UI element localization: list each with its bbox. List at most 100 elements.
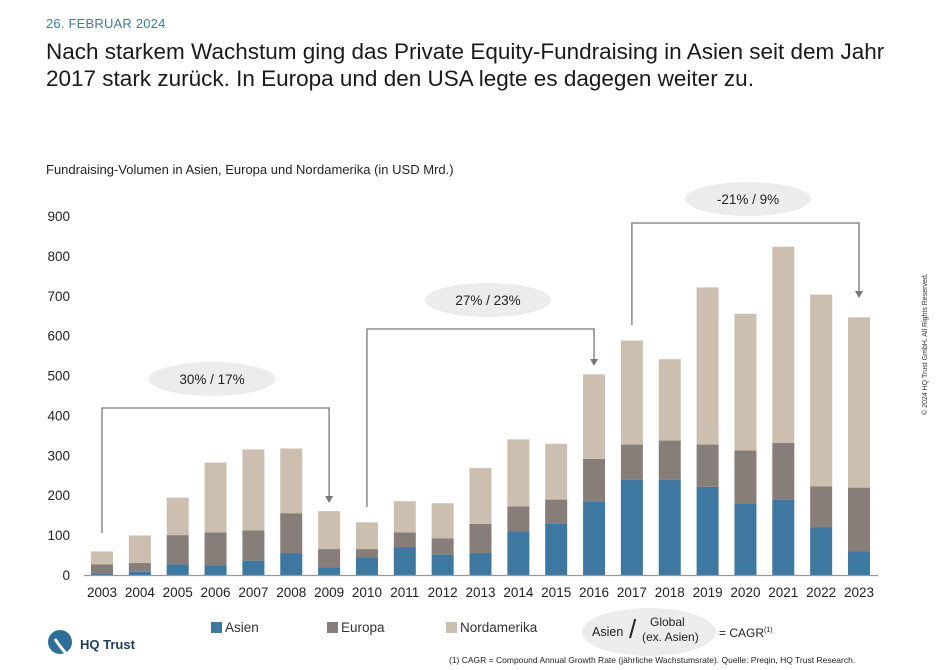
bar-nordamerika-2012 (431, 503, 454, 539)
footnote: (1) CAGR = Compound Annual Growth Rate (… (449, 655, 856, 665)
x-tick-label: 2011 (390, 585, 419, 600)
arrow-down-icon (855, 291, 863, 298)
cagr-bracket (366, 328, 595, 507)
bar-europa-2022 (810, 486, 833, 528)
bar-nordamerika-2005 (166, 497, 189, 536)
arrow-down-icon (590, 359, 599, 366)
bar-nordamerika-2003 (91, 551, 113, 565)
bar-europa-2019 (696, 444, 719, 487)
x-tick-label: 2008 (276, 585, 306, 600)
bar-europa-2015 (545, 499, 568, 524)
cagr-legend-ellipse (582, 608, 716, 656)
logo-text: HQ Trust (80, 636, 135, 652)
bar-europa-2021 (772, 442, 795, 500)
legend-item-europa: Europa (327, 620, 385, 635)
bar-europa-2008 (280, 513, 303, 554)
bar-asien-2008 (280, 553, 303, 575)
bar-europa-2004 (128, 563, 151, 572)
y-tick-label: 800 (47, 249, 70, 264)
bar-nordamerika-2010 (355, 522, 378, 550)
y-tick-label: 900 (47, 209, 70, 224)
arrow-down-icon (325, 496, 334, 503)
bar-asien-2015 (545, 523, 568, 575)
x-tick-label: 2009 (314, 585, 344, 600)
cagr-label: 30% / 17% (179, 372, 244, 387)
bar-europa-2005 (166, 535, 189, 565)
bar-asien-2003 (91, 573, 113, 575)
bar-nordamerika-2018 (658, 359, 681, 441)
bar-europa-2023 (848, 487, 870, 552)
bar-asien-2016 (583, 501, 606, 575)
bar-asien-2007 (242, 560, 265, 575)
x-tick-label: 2015 (541, 585, 571, 600)
x-tick-label: 2023 (844, 585, 874, 600)
bar-nordamerika-2016 (583, 374, 606, 459)
bar-asien-2009 (318, 567, 341, 575)
bar-nordamerika-2019 (696, 287, 719, 445)
x-tick-label: 2003 (87, 585, 117, 600)
y-tick-label: 200 (47, 488, 70, 503)
bar-nordamerika-2015 (545, 443, 568, 500)
y-tick-label: 400 (47, 408, 70, 423)
x-tick-label: 2014 (503, 585, 534, 600)
x-tick-label: 2021 (768, 585, 798, 600)
hq-trust-logo: HQ Trust (46, 629, 135, 659)
x-tick-label: 2007 (238, 585, 268, 600)
cagr-legend-right-1: Global (650, 615, 685, 629)
bar-asien-2004 (128, 571, 151, 575)
cagr-footnote-marker: (1) (764, 627, 773, 634)
bar-asien-2011 (393, 547, 416, 575)
bar-nordamerika-2020 (734, 313, 757, 451)
y-tick-label: 100 (47, 528, 70, 543)
cagr-equals-text: = CAGR (719, 626, 765, 640)
chart-title: Fundraising-Volumen in Asien, Europa und… (46, 162, 454, 177)
hq-trust-logo-icon (48, 630, 72, 659)
bar-europa-2003 (91, 564, 113, 574)
x-tick-label: 2018 (655, 585, 685, 600)
legend-swatch-europa (327, 622, 338, 633)
bar-europa-2010 (355, 549, 378, 558)
y-tick-label: 0 (62, 568, 70, 583)
bar-nordamerika-2023 (848, 317, 870, 488)
cagr-legend-left: Asien (592, 625, 624, 639)
bar-asien-2017 (620, 479, 643, 575)
x-tick-label: 2012 (428, 585, 458, 600)
bar-nordamerika-2014 (507, 439, 530, 507)
x-tick-label: 2020 (730, 585, 760, 600)
legend-swatch-asien (211, 622, 222, 633)
legend-item-asien: Asien (211, 620, 259, 635)
bar-asien-2020 (734, 503, 757, 575)
stacked-bar-chart: 0 100 200 300 400 500 600 700 800 900 2003 2004 2005… (47, 182, 878, 600)
cagr-label-bubble (685, 182, 811, 216)
bar-nordamerika-2021 (772, 246, 795, 443)
legend-item-nordamerika: Nordamerika (446, 620, 537, 635)
bar-asien-2012 (431, 554, 454, 575)
bar-europa-2014 (507, 506, 530, 532)
bar-asien-2005 (166, 564, 189, 575)
y-tick-label: 600 (47, 329, 70, 344)
bar-europa-2013 (469, 523, 492, 554)
bar-nordamerika-2013 (469, 468, 492, 524)
legend-swatch-nordamerika (446, 622, 457, 633)
bar-nordamerika-2017 (620, 340, 643, 445)
bar-europa-2017 (620, 444, 643, 480)
legend-label: Nordamerika (460, 620, 538, 635)
cagr-legend-slash: / (629, 614, 637, 644)
bar-asien-2014 (507, 531, 530, 575)
x-tick-label: 2005 (163, 585, 193, 600)
x-tick-label: 2019 (693, 585, 723, 600)
publication-date: 26. FEBRUAR 2024 (46, 16, 166, 31)
bar-nordamerika-2008 (280, 448, 303, 514)
x-tick-label: 2016 (579, 585, 609, 600)
bar-nordamerika-2006 (204, 462, 227, 533)
bar-europa-2009 (318, 549, 341, 568)
bar-nordamerika-2022 (810, 294, 833, 487)
cagr-bracket (101, 407, 330, 533)
bar-asien-2022 (810, 527, 833, 575)
legend-label: Asien (225, 620, 259, 635)
cagr-label: -21% / 9% (717, 192, 779, 207)
cagr-label-bubble (425, 283, 551, 317)
bar-asien-2021 (772, 499, 795, 575)
cagr-legend-right-2: (ex. Asien) (642, 630, 699, 644)
